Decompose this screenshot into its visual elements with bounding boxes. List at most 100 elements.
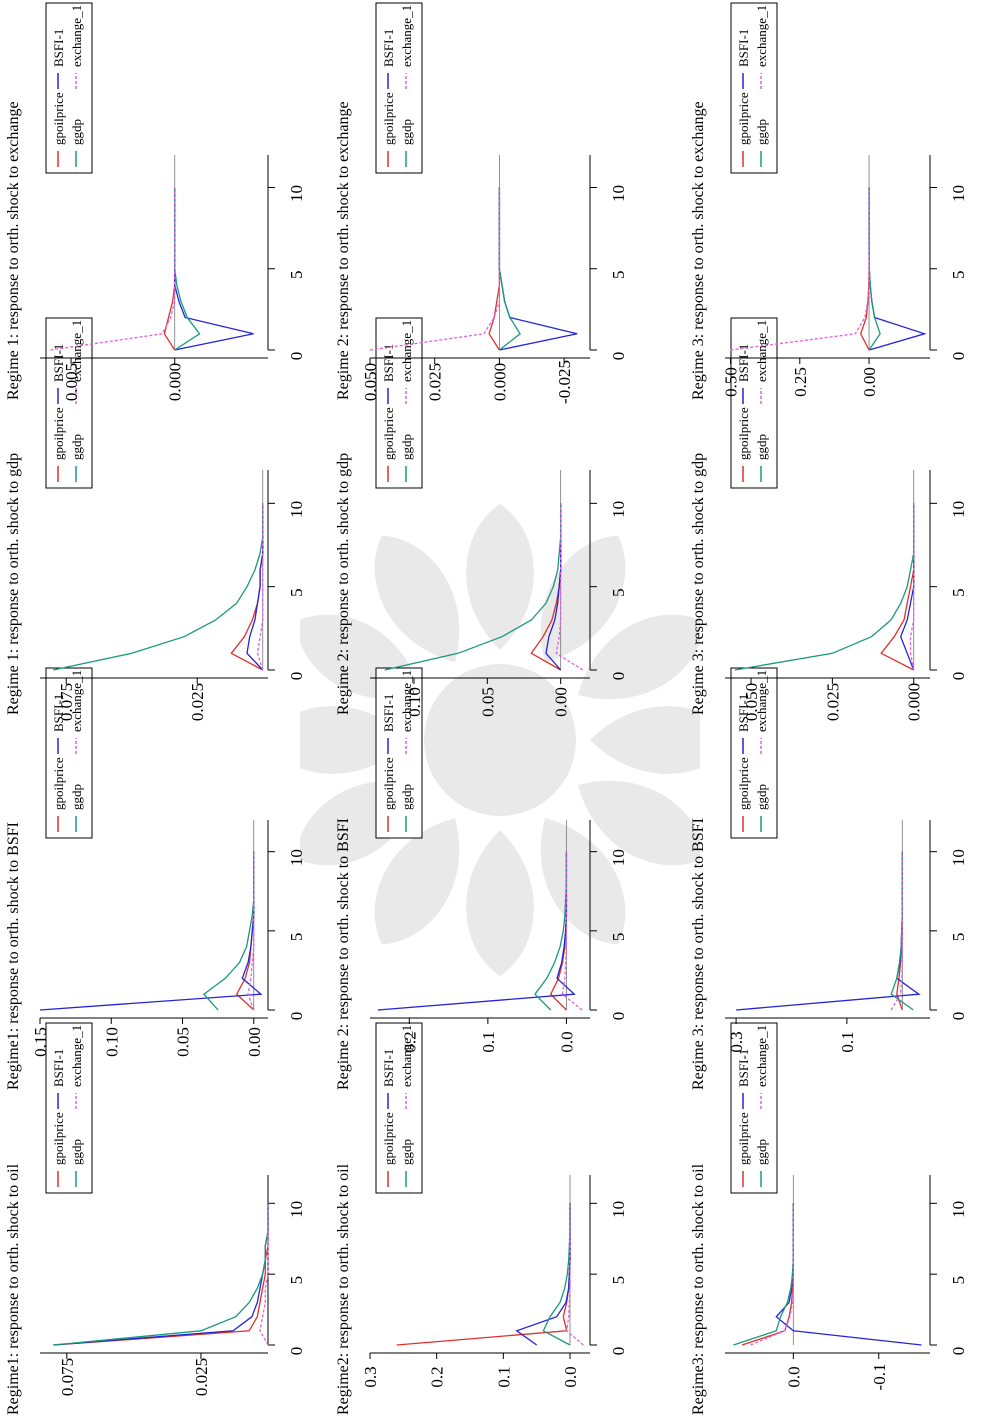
legend-box <box>730 1022 778 1194</box>
x-tick-label: 0 <box>287 672 306 681</box>
watermark-petal-icon <box>300 706 410 774</box>
legend-label-exchange_1: exchange_1 <box>399 5 414 67</box>
y-tick-label: 0.025 <box>188 683 207 721</box>
y-tick-label: 0.00 <box>245 1027 264 1057</box>
chart-panel-r3_oil: Regime3: response to orth. shock to oil 0… <box>690 1022 968 1415</box>
series-line-ggdp <box>174 187 201 351</box>
legend-label-gpoilprice: gpoilprice <box>51 92 66 145</box>
legend-label-ggdp: ggdp <box>69 1139 84 1165</box>
legend-label-BSFI-1: BSFI-1 <box>51 29 66 67</box>
legend-label-gpoilprice: gpoilprice <box>381 92 396 145</box>
y-tick-label: -0.1 <box>870 1364 889 1391</box>
x-tick-label: 10 <box>287 501 306 518</box>
y-tick-label: 0.15 <box>31 1027 50 1057</box>
watermark-petal-icon <box>590 706 700 774</box>
chart-title: Regime 2: response to orth. shock to exc… <box>335 101 352 400</box>
series-line-gpoilprice <box>859 187 870 351</box>
watermark-petal-icon <box>577 780 700 866</box>
legend-label-exchange_1: exchange_1 <box>754 320 769 382</box>
chart-panel-r2_bsfi: Regime 2: response to orth. shock to BSF… <box>335 667 628 1090</box>
x-tick-label: 0 <box>287 1012 306 1021</box>
legend-label-BSFI-1: BSFI-1 <box>51 694 66 732</box>
legend-label-exchange_1: exchange_1 <box>399 320 414 382</box>
chart-panel-r2_gdp: Regime 2: response to orth. shock to gdp… <box>335 317 628 717</box>
x-tick-label: 10 <box>949 501 968 518</box>
x-tick-label: 5 <box>287 588 306 597</box>
legend-label-gpoilprice: gpoilprice <box>736 92 751 145</box>
x-tick-label: 0 <box>609 1347 628 1356</box>
x-tick-label: 10 <box>609 501 628 518</box>
legend-label-ggdp: ggdp <box>754 1139 769 1165</box>
legend: gpoilprice ggdp BSFI-1 exchange_1 <box>375 667 423 839</box>
legend-label-BSFI-1: BSFI-1 <box>381 694 396 732</box>
watermark-petal-icon <box>374 535 460 663</box>
watermark-petal-icon <box>466 830 534 976</box>
chart-panel-r1_oil: Regime1: response to orth. shock to oil 0… <box>5 1022 306 1415</box>
legend-label-BSFI-1: BSFI-1 <box>736 344 751 382</box>
chart-panel-r1_bsfi: Regime1: response to orth. shock to BSFI… <box>5 667 306 1090</box>
chart-panel-r2_oil: Regime2: response to orth. shock to oil 0… <box>335 1022 628 1415</box>
y-tick-label: -0.025 <box>555 360 574 404</box>
watermark-petal-icon <box>540 535 626 663</box>
series-line-exchange_1 <box>369 187 501 351</box>
legend-label-gpoilprice: gpoilprice <box>736 1112 751 1165</box>
series-line-gpoilprice <box>396 1203 571 1346</box>
series-line-BSFI-1 <box>515 1203 571 1346</box>
chart-panel-r2_exch: Regime 2: response to orth. shock to exc… <box>335 2 628 404</box>
x-tick-label: 5 <box>287 271 306 280</box>
chart-title: Regime3: response to orth. shock to oil <box>690 1163 707 1415</box>
series-line-ggdp <box>734 503 915 671</box>
series-line-exchange_1 <box>890 851 903 1011</box>
series-line-ggdp <box>384 503 562 671</box>
y-tick-label: 0.025 <box>426 363 445 401</box>
legend-label-gpoilprice: gpoilprice <box>736 757 751 810</box>
y-tick-label: 0.025 <box>192 1358 211 1396</box>
series-line-BSFI-1 <box>498 187 578 351</box>
legend-label-BSFI-1: BSFI-1 <box>736 694 751 732</box>
legend-label-gpoilprice: gpoilprice <box>381 407 396 460</box>
y-tick-label: 0.05 <box>174 1027 193 1057</box>
legend-box <box>45 1022 93 1194</box>
x-tick-label: 5 <box>609 1276 628 1285</box>
y-tick-label: 0.050 <box>361 363 380 401</box>
series-line-gpoilprice <box>488 187 501 351</box>
legend: gpoilprice ggdp BSFI-1 exchange_1 <box>375 2 423 174</box>
chart-title: Regime 1: response to orth. shock to gdp <box>5 453 22 715</box>
legend-label-ggdp: ggdp <box>69 784 84 810</box>
legend: gpoilprice ggdp BSFI-1 exchange_1 <box>45 2 93 174</box>
series-line-exchange_1 <box>259 1203 269 1346</box>
series-line-BSFI-1 <box>39 851 263 1011</box>
series-line-BSFI-1 <box>775 1203 922 1346</box>
series-line-ggdp <box>534 851 568 1011</box>
watermark-petal-icon <box>540 817 626 945</box>
y-tick-label: 0.1 <box>494 1366 513 1387</box>
series-line-exchange_1 <box>750 1203 794 1346</box>
x-tick-label: 10 <box>949 1201 968 1218</box>
legend-box <box>730 667 778 839</box>
x-tick-label: 0 <box>609 1012 628 1021</box>
legend-label-gpoilprice: gpoilprice <box>51 1112 66 1165</box>
chart-title: Regime 2: response to orth. shock to BSF… <box>335 818 352 1090</box>
series-line-ggdp <box>202 851 255 1011</box>
y-tick-label: 0.0 <box>784 1366 803 1387</box>
legend: gpoilprice ggdp BSFI-1 exchange_1 <box>730 317 778 489</box>
legend: gpoilprice ggdp BSFI-1 exchange_1 <box>730 2 778 174</box>
legend-box <box>45 2 93 174</box>
x-tick-label: 0 <box>949 1347 968 1356</box>
x-tick-label: 5 <box>949 588 968 597</box>
series-line-gpoilprice <box>53 1203 269 1346</box>
x-tick-label: 10 <box>287 849 306 866</box>
y-tick-label: 0.25 <box>791 367 810 397</box>
series-line-ggdp <box>542 1203 571 1346</box>
series-line-gpoilprice <box>880 503 915 671</box>
series-line-ggdp <box>52 503 264 671</box>
y-tick-label: 0.10 <box>102 1027 121 1057</box>
y-tick-label: 0.075 <box>58 1358 77 1396</box>
legend-box <box>730 2 778 174</box>
x-tick-label: 5 <box>609 588 628 597</box>
x-tick-label: 10 <box>287 185 306 202</box>
chart-title: Regime 1: response to orth. shock to exc… <box>5 101 22 400</box>
y-tick-label: 0.00 <box>552 687 571 717</box>
legend-label-BSFI-1: BSFI-1 <box>381 1049 396 1087</box>
legend: gpoilprice ggdp BSFI-1 exchange_1 <box>730 667 778 839</box>
